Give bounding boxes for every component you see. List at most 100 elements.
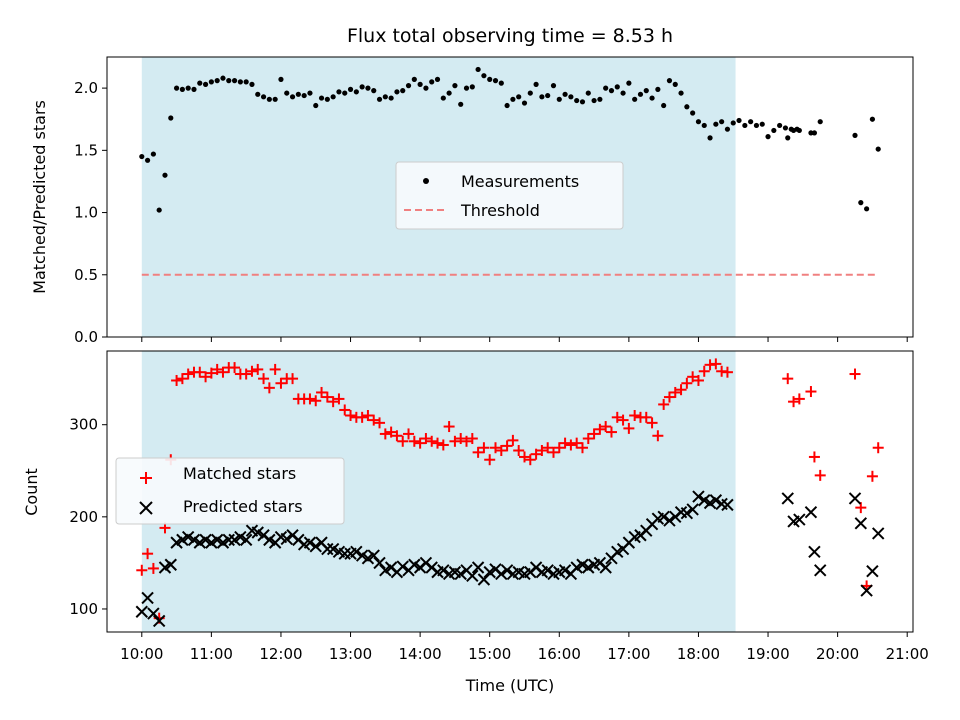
- predicted-star-point: [541, 564, 554, 577]
- x-tick-label: 14:00: [399, 645, 442, 663]
- x-tick-label: 17:00: [607, 645, 650, 663]
- measurement-point: [510, 96, 516, 102]
- measurement-point: [452, 83, 458, 89]
- predicted-star-point: [686, 503, 699, 516]
- measurement-point: [574, 97, 580, 104]
- measurement-point: [666, 78, 673, 84]
- measurement-point: [684, 104, 690, 110]
- matched-star-point: [808, 451, 820, 463]
- matched-star-point: [692, 374, 704, 386]
- matched-star-point: [310, 395, 322, 407]
- matched-star-point: [200, 371, 212, 383]
- matched-star-point: [449, 435, 461, 447]
- matched-star-point: [507, 434, 519, 446]
- matched-star-point: [547, 446, 559, 458]
- measurement-point: [516, 94, 522, 100]
- ratio-x-ticks: [141, 337, 908, 342]
- predicted-star-point: [280, 532, 293, 546]
- predicted-star-point: [808, 545, 821, 559]
- y-tick-label: 2.0: [74, 79, 98, 97]
- matched-star-point: [205, 367, 217, 379]
- measurement-point: [817, 119, 823, 125]
- measurement-point: [429, 79, 435, 85]
- matched-star-point: [675, 384, 687, 396]
- measurement-point: [336, 89, 342, 95]
- predicted-star-point: [147, 607, 160, 620]
- measurement-point: [724, 126, 731, 132]
- predicted-star-point: [471, 561, 485, 574]
- predicted-star-point: [663, 514, 676, 527]
- measurement-point: [626, 80, 632, 86]
- measurement-point: [527, 90, 533, 96]
- measurement-point: [382, 94, 388, 100]
- count-legend: Matched stars Predicted stars: [115, 457, 345, 525]
- x-tick-label: 18:00: [677, 645, 720, 663]
- matched-star-point: [240, 368, 252, 380]
- matched-star-point: [855, 502, 867, 514]
- measurement-point: [707, 135, 713, 141]
- measurement-point: [289, 94, 296, 100]
- measurement-point: [226, 78, 232, 84]
- matched-star-point: [611, 411, 623, 423]
- measurement-point: [695, 119, 702, 125]
- matched-star-point: [788, 396, 800, 408]
- x-axis-label: Time (UTC): [465, 676, 554, 695]
- legend-measurements-label: Measurements: [461, 172, 579, 191]
- predicted-star-point: [854, 517, 868, 530]
- measurement-point: [487, 76, 493, 82]
- measurement-point: [875, 146, 881, 152]
- measurement-point: [255, 91, 261, 97]
- predicted-star-point: [848, 492, 862, 505]
- predicted-star-point: [872, 527, 885, 540]
- matched-star-point: [687, 371, 699, 383]
- matched-star-point: [582, 433, 594, 445]
- matched-star-point: [368, 414, 380, 426]
- predicted-star-point: [239, 533, 253, 547]
- measurement-point: [417, 81, 423, 87]
- legend-matched-label: Matched stars: [183, 464, 296, 483]
- matched-star-point: [805, 386, 817, 398]
- measurement-point: [492, 78, 499, 84]
- predicted-star-point: [500, 564, 514, 577]
- matched-star-point: [866, 470, 878, 482]
- measurement-point: [400, 88, 406, 94]
- matched-star-point: [176, 373, 188, 385]
- matched-star-point: [327, 396, 339, 408]
- measurement-point: [139, 153, 145, 160]
- measurement-point: [504, 102, 510, 109]
- measurement-point: [469, 84, 475, 90]
- matched-star-point: [269, 363, 281, 375]
- matched-star-point: [339, 404, 351, 416]
- matched-star-point: [849, 368, 861, 380]
- measurement-point: [620, 90, 626, 96]
- measurement-point: [748, 119, 754, 125]
- measurement-point: [869, 116, 876, 122]
- predicted-star-point: [222, 533, 235, 547]
- measurement-point: [411, 76, 417, 82]
- measurement-point: [811, 130, 818, 136]
- measurement-point: [730, 120, 736, 126]
- matched-star-point: [588, 428, 600, 440]
- measurement-point: [608, 88, 615, 94]
- matched-star-point: [658, 398, 670, 410]
- measurement-point: [545, 92, 551, 99]
- y-tick-label: 1.0: [74, 204, 98, 222]
- matched-star-point: [194, 366, 206, 378]
- predicted-star-point: [692, 490, 705, 503]
- measurement-point: [736, 117, 742, 124]
- matched-star-point: [793, 393, 805, 405]
- measurement-point: [713, 121, 719, 127]
- predicted-star-point: [860, 584, 873, 597]
- matched-star-point: [211, 363, 223, 375]
- measurement-point: [864, 206, 870, 212]
- matched-star-point: [263, 382, 275, 394]
- predicted-star-point: [721, 498, 734, 512]
- matched-star-point: [629, 409, 641, 421]
- measurement-point: [249, 81, 255, 87]
- matched-star-point: [553, 442, 565, 454]
- measurement-point: [790, 127, 797, 134]
- measurement-point: [191, 86, 197, 92]
- measurement-point: [458, 101, 464, 107]
- measurement-point: [556, 96, 562, 102]
- x-tick-label: 13:00: [329, 645, 372, 663]
